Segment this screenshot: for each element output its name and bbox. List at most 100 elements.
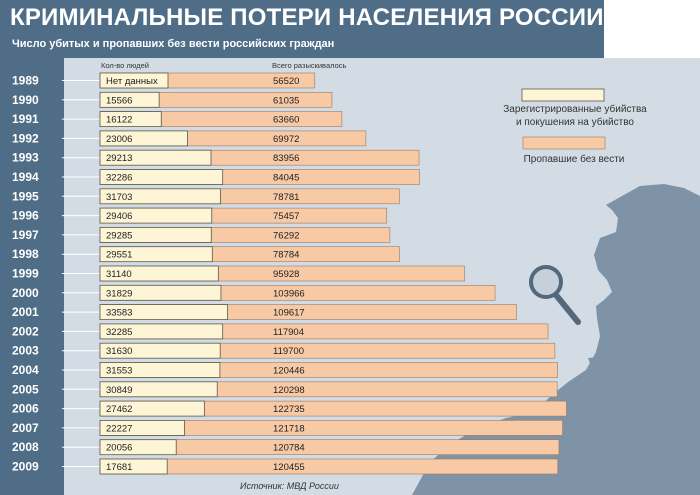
table-row: 1995 31703 78781 (12, 188, 400, 205)
murders-bar (99, 400, 205, 417)
table-row: 2002 32285 117904 (12, 323, 549, 340)
murders-value-label: 27462 (106, 404, 132, 415)
table-row: 2006 27462 122735 (12, 400, 567, 417)
table-row: 1990 15566 61035 (12, 91, 333, 108)
year-label: 2000 (12, 286, 39, 300)
murders-bar (99, 342, 221, 359)
murders-value-label: 32285 (106, 327, 132, 338)
year-label: 1997 (12, 228, 39, 242)
page-subtitle: Число убитых и пропавших без вести росси… (12, 38, 335, 50)
missing-value-label: 122735 (273, 404, 305, 415)
year-label: 1994 (12, 170, 39, 184)
murders-value-label: 31140 (106, 269, 132, 280)
year-label: 2003 (12, 344, 39, 358)
missing-value-label: 120298 (273, 385, 305, 396)
murders-bar (99, 91, 160, 108)
table-row: 2000 31829 103966 (12, 284, 496, 301)
missing-value-label: 83956 (273, 153, 299, 164)
missing-value-label: 75457 (273, 211, 299, 222)
missing-value-label: 95928 (273, 269, 299, 280)
legend-swatch-missing (522, 136, 606, 150)
missing-value-label: 120455 (273, 462, 305, 473)
missing-value-label: 117904 (273, 327, 304, 338)
table-row: 1997 29285 76292 (12, 226, 391, 243)
murders-bar (99, 439, 177, 456)
missing-bar (99, 458, 559, 475)
murders-bar (99, 362, 221, 378)
murders-bar (99, 149, 212, 166)
year-label: 1989 (12, 74, 39, 88)
murders-bar (99, 323, 224, 340)
year-label: 2004 (12, 363, 39, 377)
murders-value-label: 20056 (106, 443, 132, 454)
murders-bar (99, 130, 188, 147)
murders-bar (99, 284, 222, 301)
source-label: Источник: МВД России (240, 481, 339, 491)
table-row: 2004 31553 120446 (12, 362, 558, 378)
missing-value-label: 103966 (273, 288, 305, 299)
year-label: 2005 (12, 382, 39, 396)
murders-value-label: 32286 (106, 173, 132, 184)
table-row: 1991 16122 63660 (12, 111, 343, 127)
year-label: 1993 (12, 151, 39, 165)
missing-value-label: 120446 (273, 366, 305, 377)
year-label: 1995 (12, 189, 39, 203)
page-title: КРИМИНАЛЬНЫЕ ПОТЕРИ НАСЕЛЕНИЯ РОССИИ (10, 4, 604, 31)
murders-value-label: 15566 (106, 95, 132, 106)
murders-value-label: 29213 (106, 153, 132, 164)
murders-bar (99, 111, 162, 127)
missing-value-label: 84045 (273, 173, 299, 184)
murders-value-label: 31829 (106, 288, 132, 299)
murders-bar (99, 207, 213, 224)
murders-bar (99, 381, 218, 398)
legend-label-missing: Пропавшие без вести (524, 153, 625, 165)
table-row: 1993 29213 83956 (12, 149, 420, 166)
year-label: 1999 (12, 267, 39, 281)
missing-value-label: 78784 (273, 250, 299, 261)
murders-value-label: 30849 (106, 385, 132, 396)
murders-bar (99, 458, 168, 475)
table-row: 1994 32286 84045 (12, 169, 420, 185)
murders-value-label: 33583 (106, 308, 132, 319)
detective-silhouette-icon (412, 184, 700, 495)
murders-bar (99, 265, 219, 282)
year-label: 2002 (12, 324, 39, 338)
table-row: 2007 22227 121718 (12, 419, 563, 436)
year-column (0, 58, 64, 495)
year-label: 1998 (12, 247, 39, 261)
missing-value-label: 78781 (273, 192, 299, 203)
table-row: 1989 Нет данных 56520 (12, 72, 316, 89)
murders-bar (99, 72, 169, 89)
year-label: 1990 (12, 93, 39, 107)
table-row: 2003 31630 119700 (12, 342, 556, 359)
murders-bar (99, 188, 221, 205)
murders-value-label: 31630 (106, 346, 132, 357)
legend-label-murders: Зарегистрированные убийства (503, 103, 647, 115)
missing-value-label: 120784 (273, 443, 305, 454)
missing-value-label: 69972 (273, 134, 299, 145)
year-label: 2008 (12, 440, 39, 454)
year-label: 2006 (12, 402, 39, 416)
year-label: 2007 (12, 421, 39, 435)
year-label: 2001 (12, 305, 39, 319)
table-row: 1998 29551 78784 (12, 246, 400, 263)
year-label: 1991 (12, 112, 39, 126)
murders-bar (99, 246, 213, 263)
table-row: 1992 23006 69972 (12, 130, 367, 147)
murders-value-label: 23006 (106, 134, 132, 145)
missing-value-label: 76292 (273, 230, 299, 241)
murders-value-label: 22227 (106, 423, 132, 434)
murders-bar (99, 419, 185, 436)
murders-value-label: 16122 (106, 115, 132, 126)
legend-swatch-murders (521, 88, 605, 102)
table-row: 2008 20056 120784 (12, 439, 560, 456)
murders-value-label: 17681 (106, 462, 132, 473)
missing-value-label: 63660 (273, 115, 299, 126)
column-header-count: Кол-во людей (101, 61, 149, 70)
missing-value-label: 121718 (273, 423, 305, 434)
murders-bar (99, 304, 229, 321)
header-banner: КРИМИНАЛЬНЫЕ ПОТЕРИ НАСЕЛЕНИЯ РОССИИ Чис… (0, 0, 604, 58)
murders-value-label: 29406 (106, 211, 132, 222)
table-row: 2001 33583 109617 (12, 304, 517, 321)
